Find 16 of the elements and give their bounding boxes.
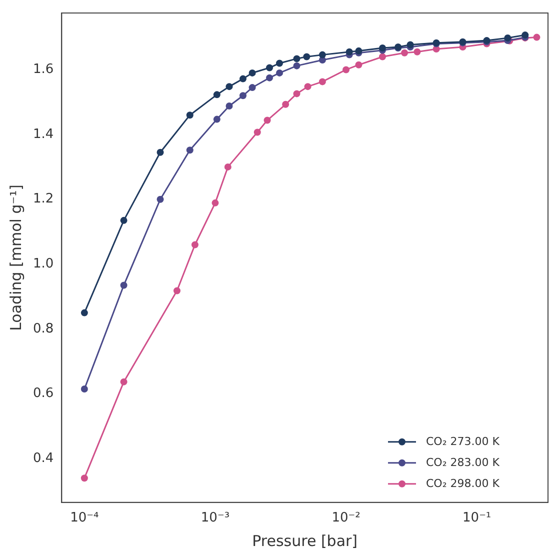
y-tick-label: 0.4 bbox=[32, 451, 54, 466]
legend-label: CO₂ 298.00 K bbox=[426, 476, 500, 490]
y-tick-label: 0.8 bbox=[32, 321, 54, 336]
legend-label: CO₂ 273.00 K bbox=[426, 434, 500, 448]
y-tick-label: 1.2 bbox=[32, 192, 54, 207]
y-axis-title: Loading [mmol g⁻¹] bbox=[6, 184, 25, 331]
legend-label: CO₂ 283.00 K bbox=[426, 456, 500, 469]
y-tick-label: 0.6 bbox=[32, 386, 54, 402]
x-tick-label: 10⁻² bbox=[332, 510, 360, 526]
y-tick-label: 1.6 bbox=[32, 62, 54, 78]
y-tick-label: 1.4 bbox=[32, 126, 54, 142]
x-tick-label: 10⁻⁴ bbox=[70, 510, 99, 526]
y-tick-label: 1.0 bbox=[32, 256, 54, 272]
x-tick-label: 10⁻¹ bbox=[462, 510, 492, 526]
x-tick-label: 10⁻³ bbox=[200, 510, 230, 526]
x-axis-title: Pressure [bar] bbox=[252, 532, 358, 550]
